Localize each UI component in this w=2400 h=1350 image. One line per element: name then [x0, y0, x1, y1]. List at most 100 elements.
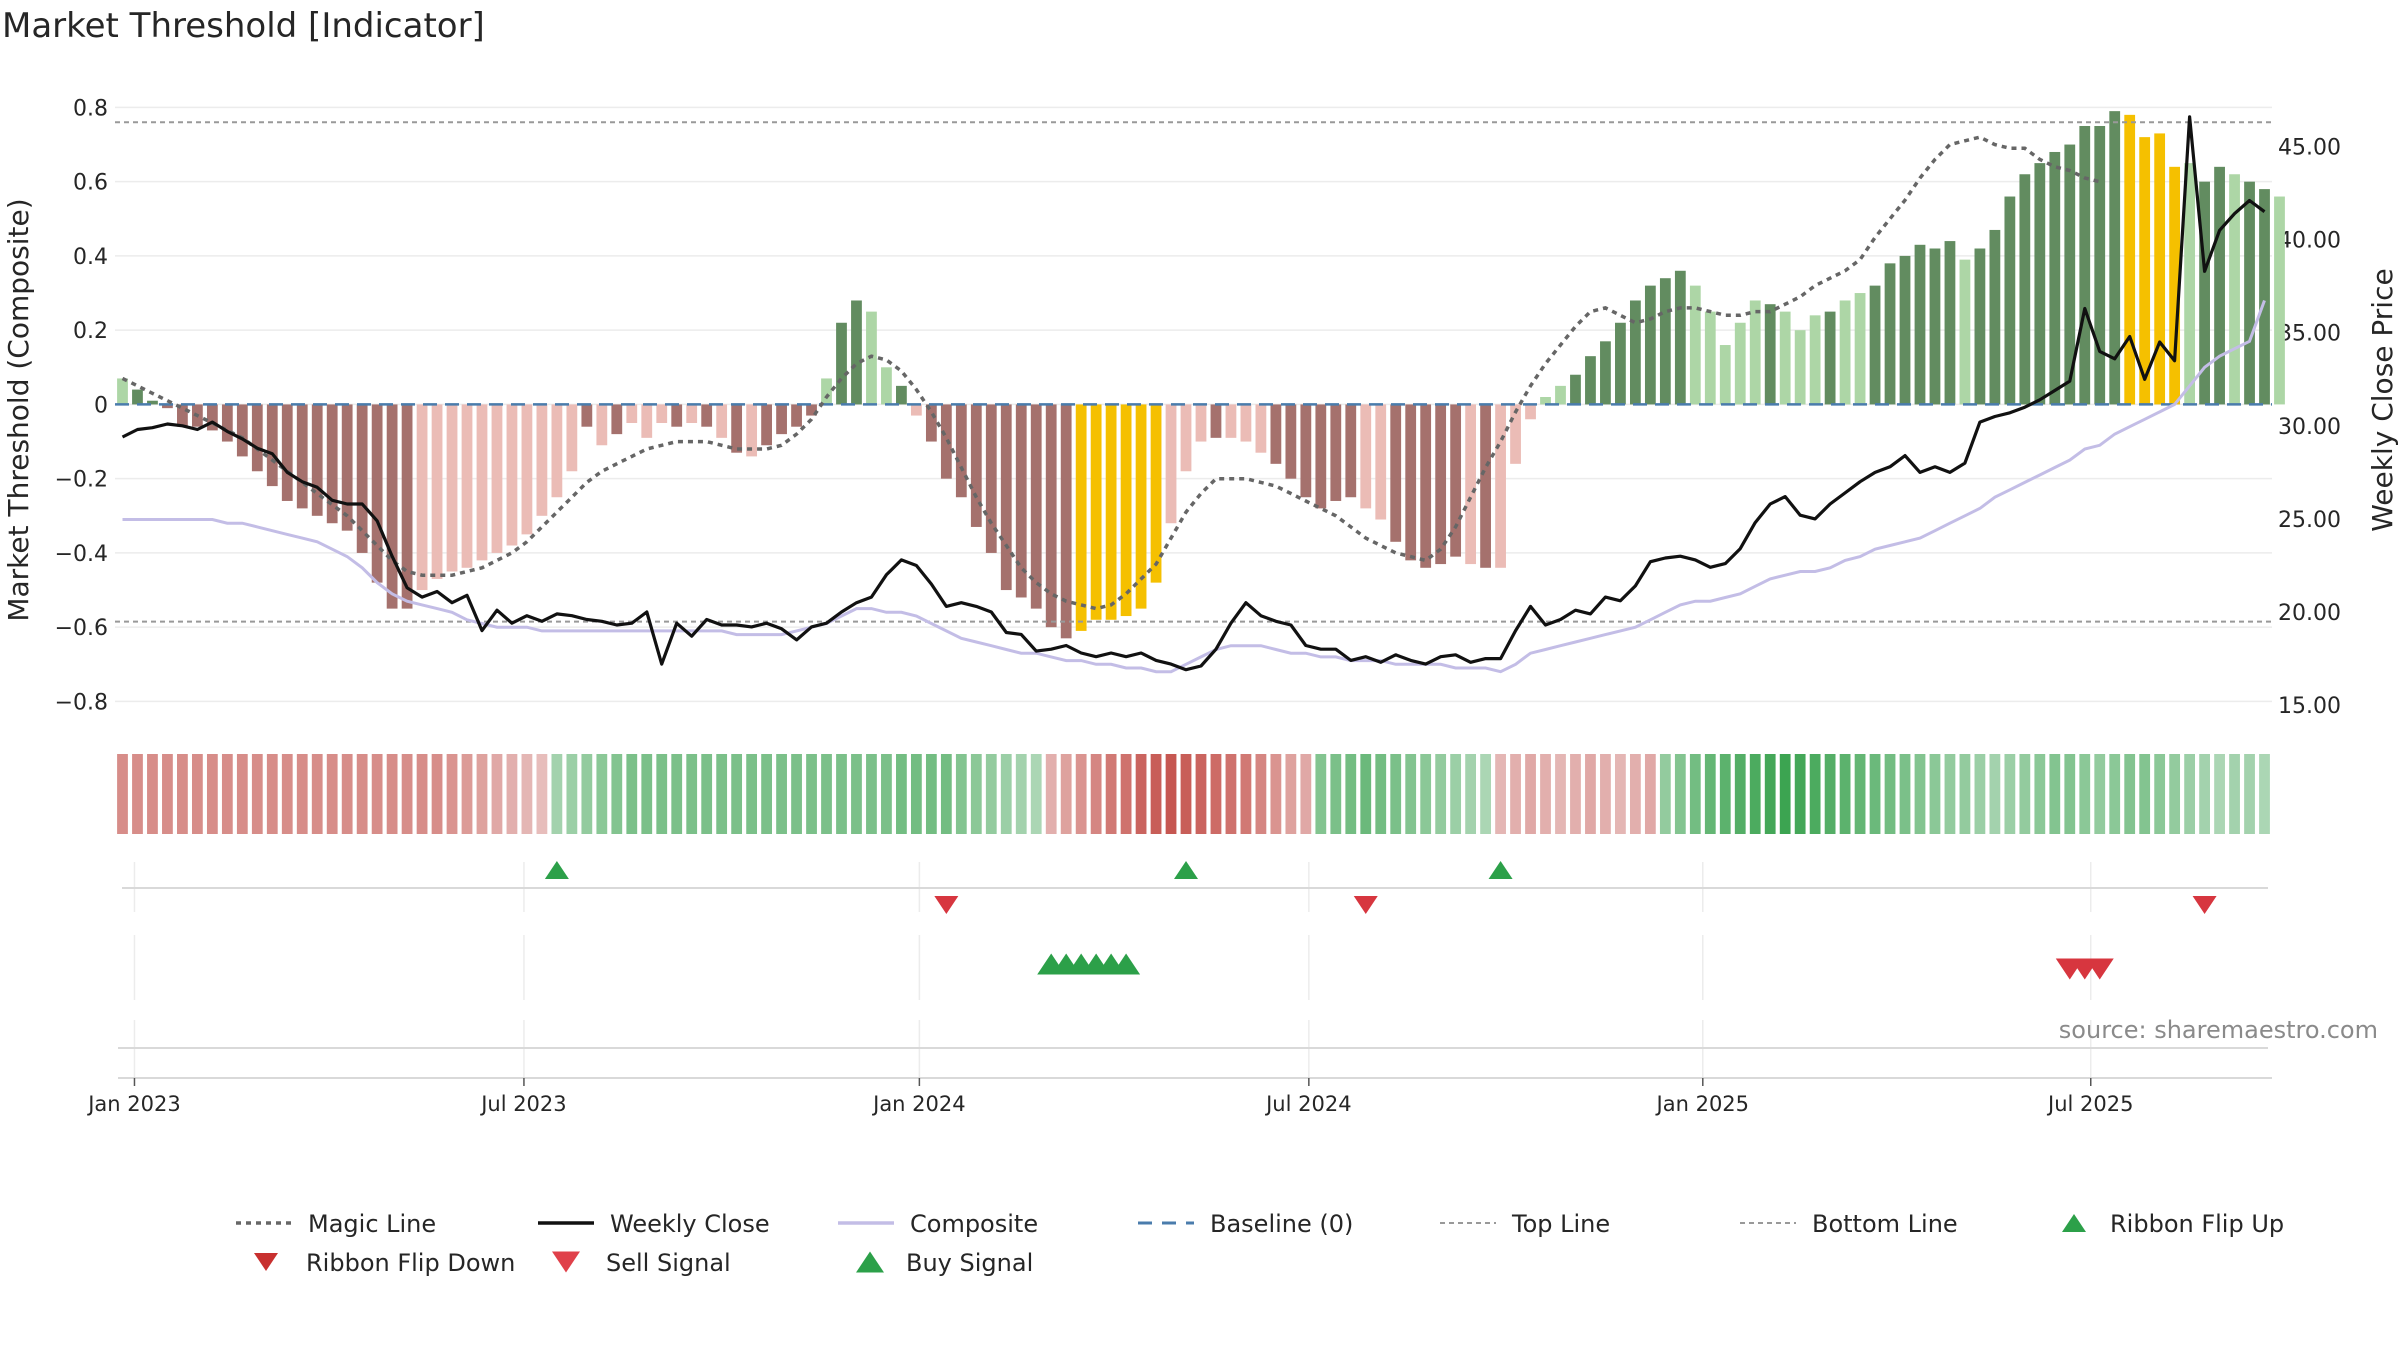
legend-label: Buy Signal	[906, 1249, 1033, 1277]
buy-signal-marker	[1112, 953, 1141, 975]
date-label: Jan 2025	[1655, 1092, 1750, 1116]
ribbon-cell	[1480, 754, 1491, 834]
composite-bar	[281, 404, 293, 501]
composite-bar	[1764, 304, 1776, 405]
composite-bar	[1659, 278, 1671, 405]
ribbon-cell	[746, 754, 758, 834]
ribbon-cell	[386, 754, 398, 834]
composite-bar	[716, 404, 728, 438]
ribbon-flip-down-marker	[1353, 896, 1378, 914]
composite-bar	[461, 404, 473, 568]
composite-bar	[1330, 404, 1342, 501]
ribbon-cell	[1135, 754, 1147, 834]
composite-bar	[925, 404, 937, 442]
composite-bar	[1420, 404, 1432, 568]
ribbon-cell	[581, 754, 593, 834]
date-label: Jan 2023	[86, 1092, 181, 1116]
composite-bar	[371, 404, 383, 583]
legend-item-close: Weekly Close	[538, 1210, 770, 1238]
composite-bar	[251, 404, 263, 472]
composite-bar	[1390, 404, 1402, 542]
legend-swatch-flip-up	[2062, 1214, 2086, 1232]
ribbon-cell	[1659, 754, 1671, 834]
ribbon-cell	[851, 754, 862, 834]
ribbon-cell	[791, 754, 802, 834]
ribbon-cell	[191, 754, 203, 834]
legend-item-top: Top Line	[1440, 1210, 1610, 1238]
composite-bar	[1315, 404, 1327, 509]
ribbon-cell	[1510, 754, 1521, 834]
composite-bar	[1000, 404, 1012, 591]
legend-label: Sell Signal	[606, 1249, 731, 1277]
composite-bar	[985, 404, 997, 553]
ribbon-cell	[1375, 754, 1387, 834]
composite-bar	[1824, 311, 1836, 405]
legend-label: Ribbon Flip Up	[2110, 1210, 2284, 1238]
left-tick-label: 0.4	[73, 245, 108, 270]
composite-bar	[1540, 397, 1551, 405]
ribbon-cell	[2154, 754, 2166, 834]
legend-item-bottom: Bottom Line	[1740, 1210, 1958, 1238]
composite-bar	[761, 404, 772, 446]
composite-bar	[1734, 322, 1746, 405]
right-tick-label: 20.00	[2278, 601, 2341, 626]
ribbon-cell	[940, 754, 952, 834]
composite-bar	[806, 404, 817, 416]
ribbon-cell	[206, 754, 218, 834]
ribbon-cell	[506, 754, 518, 834]
ribbon-cell	[1330, 754, 1342, 834]
ribbon-cell	[491, 754, 503, 834]
composite-bar	[1270, 404, 1282, 464]
composite-bar	[1809, 315, 1821, 405]
ribbon-cell	[1015, 754, 1027, 834]
composite-bar	[1884, 263, 1896, 405]
ribbon-cell	[641, 754, 653, 834]
ribbon-cell	[2034, 754, 2046, 834]
left-tick-label: −0.2	[55, 468, 108, 493]
ribbon-cell	[2214, 754, 2225, 834]
ribbon-cell	[356, 754, 368, 834]
composite-bar	[132, 389, 143, 405]
ribbon-flip-up-marker	[1488, 861, 1513, 879]
composite-bar	[776, 404, 787, 435]
composite-bar	[1869, 285, 1881, 405]
ribbon-cell	[1420, 754, 1432, 834]
composite-bar	[1644, 285, 1656, 405]
composite-bar	[1210, 404, 1222, 438]
composite-bar	[2049, 151, 2061, 405]
composite-bar	[266, 404, 278, 487]
composite-bar	[506, 404, 518, 546]
composite-bar	[955, 404, 967, 498]
date-label: Jul 2025	[2046, 1092, 2133, 1116]
composite-bar	[641, 404, 653, 438]
y-axis-title-right: Weekly Close Price	[2366, 268, 2399, 531]
ribbon-cell	[2259, 754, 2270, 834]
ribbon-cell	[1749, 754, 1761, 834]
composite-bar	[1570, 374, 1581, 405]
legend-label: Composite	[910, 1210, 1038, 1238]
ribbon-cell	[1180, 754, 1192, 834]
composite-bar	[1689, 285, 1701, 405]
left-tick-label: 0.2	[73, 319, 108, 344]
composite-bar	[2154, 133, 2166, 405]
right-tick-label: 35.00	[2278, 322, 2341, 347]
ribbon-cell	[371, 754, 383, 834]
composite-bar	[731, 404, 743, 453]
weekly-close-line	[121, 115, 2266, 672]
composite-bar	[1195, 404, 1207, 442]
composite-bar	[177, 404, 188, 427]
composite-bar	[1495, 404, 1506, 568]
ribbon-cell	[611, 754, 623, 834]
ribbon-cell	[1585, 754, 1596, 834]
ribbon-cell	[2049, 754, 2061, 834]
ribbon-cell	[925, 754, 937, 834]
composite-bar	[566, 404, 578, 472]
composite-bar	[1255, 404, 1267, 453]
ribbon-cell	[1540, 754, 1551, 834]
composite-bar	[701, 404, 713, 427]
ribbon-cell	[1704, 754, 1716, 834]
legend-label: Ribbon Flip Down	[306, 1249, 515, 1277]
composite-bar	[1794, 330, 1806, 405]
composite-bar	[1704, 311, 1716, 405]
composite-bar	[2109, 111, 2121, 405]
